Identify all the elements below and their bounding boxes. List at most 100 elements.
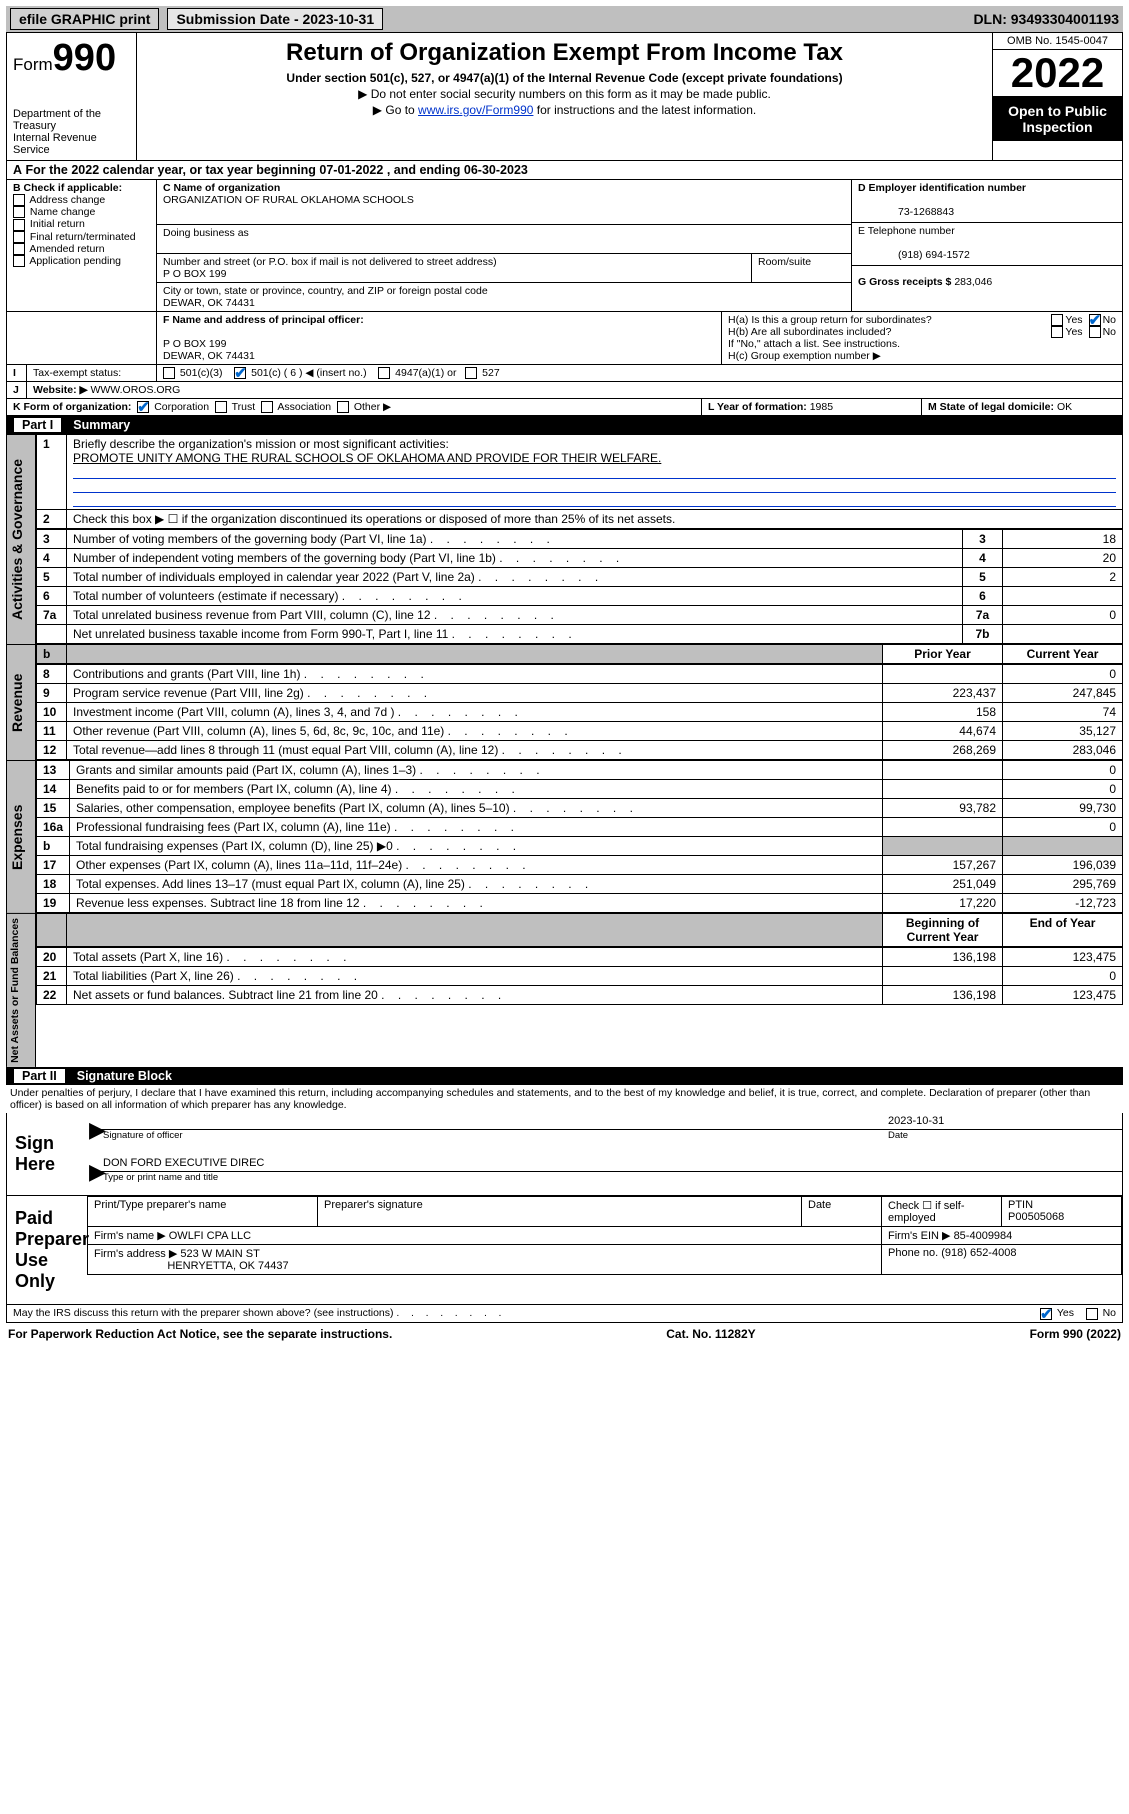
initial-return-checkbox[interactable] — [13, 219, 25, 231]
paid-preparer-label: Paid Preparer Use Only — [7, 1196, 87, 1304]
current-value: 295,769 — [1003, 875, 1123, 894]
firm-ein-label: Firm's EIN ▶ — [888, 1230, 951, 1242]
line2-num: 2 — [37, 510, 67, 529]
ha-yes-checkbox[interactable] — [1051, 314, 1063, 326]
line1-text: Briefly describe the organization's miss… — [73, 437, 449, 451]
gross-receipts-label: G Gross receipts $ — [858, 276, 951, 288]
irs-form990-link[interactable]: www.irs.gov/Form990 — [418, 103, 533, 117]
part-ii-title: Signature Block — [77, 1069, 172, 1083]
side-gov-label: Activities & Governance — [6, 434, 36, 644]
amended-return-checkbox[interactable] — [13, 243, 25, 255]
hb-label: H(b) Are all subordinates included? — [728, 326, 1051, 338]
summary-block: Activities & Governance 1 Briefly descri… — [6, 434, 1123, 644]
4947-checkbox[interactable] — [378, 367, 390, 379]
line-text: Other expenses (Part IX, column (A), lin… — [70, 856, 883, 875]
line-num: 17 — [37, 856, 70, 875]
ha-yes: Yes — [1065, 314, 1082, 326]
current-value: -12,723 — [1003, 894, 1123, 913]
line-num: 5 — [37, 568, 67, 587]
prior-value: 158 — [883, 703, 1003, 722]
prior-value: 17,220 — [883, 894, 1003, 913]
line-text: Grants and similar amounts paid (Part IX… — [70, 761, 883, 780]
line-text: Total number of volunteers (estimate if … — [67, 587, 963, 606]
other-checkbox[interactable] — [337, 401, 349, 413]
line-num: 8 — [37, 665, 67, 684]
prior-value: 268,269 — [883, 741, 1003, 760]
trust-checkbox[interactable] — [215, 401, 227, 413]
current-value: 123,475 — [1003, 986, 1123, 1005]
discuss-yes-checkbox[interactable] — [1040, 1308, 1052, 1320]
discuss-no-checkbox[interactable] — [1086, 1308, 1098, 1320]
tax-year: 2022 — [993, 49, 1122, 97]
line-value: 2 — [1003, 568, 1123, 587]
line-ref: 5 — [963, 568, 1003, 587]
line-text: Revenue less expenses. Subtract line 18 … — [70, 894, 883, 913]
501c3-checkbox[interactable] — [163, 367, 175, 379]
501c-checkbox[interactable] — [234, 367, 246, 379]
sig-date-label: Date — [882, 1130, 1122, 1141]
phone-label: E Telephone number — [858, 225, 955, 237]
efile-graphic-print-button[interactable]: efile GRAPHIC print — [10, 8, 159, 30]
prep-name-hdr: Print/Type preparer's name — [88, 1197, 318, 1227]
app-pending-checkbox[interactable] — [13, 255, 25, 267]
officer-group-block: F Name and address of principal officer:… — [6, 312, 1123, 365]
line-num: 12 — [37, 741, 67, 760]
corp-checkbox[interactable] — [137, 401, 149, 413]
prior-value: 44,674 — [883, 722, 1003, 741]
line-text: Total number of individuals employed in … — [67, 568, 963, 587]
current-value: 0 — [1003, 967, 1123, 986]
room-suite-label: Room/suite — [751, 254, 851, 282]
501c-label: 501(c) ( 6 ) ◀ (insert no.) — [251, 367, 366, 379]
sign-date-value: 2023-10-31 — [882, 1113, 1122, 1130]
firm-phone-label: Phone no. — [888, 1247, 938, 1259]
city-value: DEWAR, OK 74431 — [163, 297, 255, 309]
submission-date-button[interactable]: Submission Date - 2023-10-31 — [167, 8, 383, 30]
domicile-value: OK — [1057, 401, 1072, 413]
ha-no-checkbox[interactable] — [1089, 314, 1101, 326]
ptin-value: P00505068 — [1008, 1211, 1064, 1223]
opt-pending: Application pending — [29, 255, 121, 267]
line-text: Total revenue—add lines 8 through 11 (mu… — [67, 741, 883, 760]
final-return-checkbox[interactable] — [13, 231, 25, 243]
firm-name-value: OWLFI CPA LLC — [169, 1230, 251, 1242]
line-text: Number of voting members of the governin… — [67, 530, 963, 549]
discuss-text: May the IRS discuss this return with the… — [13, 1307, 501, 1319]
begin-year-hdr: Beginning of Current Year — [883, 914, 1003, 947]
line-ref: 6 — [963, 587, 1003, 606]
website-row: J Website: ▶ WWW.OROS.ORG — [6, 382, 1123, 399]
line-num: 20 — [37, 948, 67, 967]
ein-value: 73-1268843 — [858, 206, 954, 218]
street-label: Number and street (or P.O. box if mail i… — [163, 256, 497, 268]
form-subtitle: Under section 501(c), 527, or 4947(a)(1)… — [145, 71, 984, 85]
current-value: 0 — [1003, 818, 1123, 837]
line-num: 6 — [37, 587, 67, 606]
line-num: 4 — [37, 549, 67, 568]
footer-mid: Cat. No. 11282Y — [666, 1327, 755, 1341]
city-label: City or town, state or province, country… — [163, 285, 488, 297]
paid-preparer-block: Paid Preparer Use Only Print/Type prepar… — [6, 1196, 1123, 1305]
4947-label: 4947(a)(1) or — [395, 367, 456, 379]
form-org-label: K Form of organization: — [13, 401, 131, 413]
current-value: 0 — [1003, 780, 1123, 799]
hb-yes-checkbox[interactable] — [1051, 326, 1063, 338]
assoc-checkbox[interactable] — [261, 401, 273, 413]
hb-no-checkbox[interactable] — [1089, 326, 1101, 338]
line1-num: 1 — [37, 435, 67, 510]
prior-value: 136,198 — [883, 986, 1003, 1005]
colhdr-b: b — [37, 645, 67, 664]
line-value: 20 — [1003, 549, 1123, 568]
form-footer: For Paperwork Reduction Act Notice, see … — [6, 1323, 1123, 1345]
addr-change-checkbox[interactable] — [13, 194, 25, 206]
prior-value — [883, 818, 1003, 837]
penalties-text: Under penalties of perjury, I declare th… — [6, 1085, 1123, 1113]
prior-value: 157,267 — [883, 856, 1003, 875]
cell-grey — [1003, 837, 1123, 856]
prior-value: 223,437 — [883, 684, 1003, 703]
officer-label: F Name and address of principal officer: — [163, 314, 364, 326]
527-checkbox[interactable] — [465, 367, 477, 379]
discuss-row: May the IRS discuss this return with the… — [6, 1305, 1123, 1322]
line-num: 16a — [37, 818, 70, 837]
name-change-checkbox[interactable] — [13, 206, 25, 218]
cell-grey — [883, 837, 1003, 856]
period-row: A For the 2022 calendar year, or tax yea… — [6, 161, 1123, 180]
